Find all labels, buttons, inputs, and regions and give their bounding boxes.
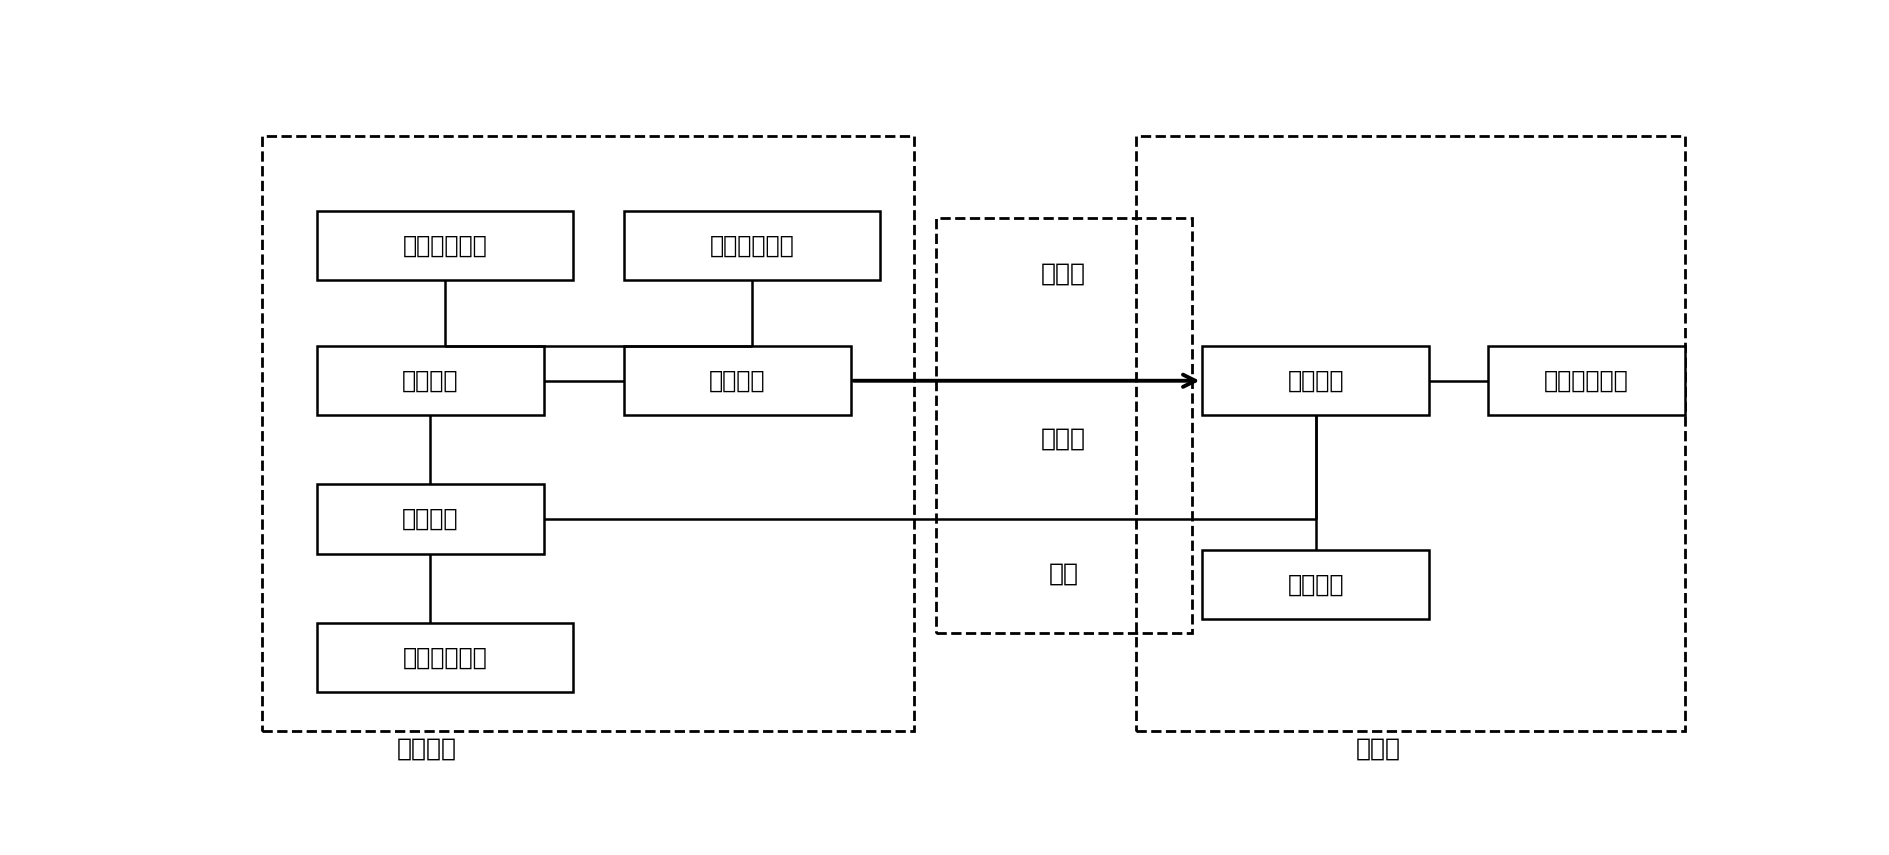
Text: 客户端: 客户端 — [1356, 737, 1400, 761]
Text: 视频流: 视频流 — [1041, 262, 1086, 286]
Text: 发送模块: 发送模块 — [708, 369, 765, 392]
Text: 控制模块: 控制模块 — [402, 507, 459, 531]
Polygon shape — [317, 622, 572, 692]
Text: 本地缓存模块: 本地缓存模块 — [710, 233, 795, 258]
Polygon shape — [1489, 346, 1685, 416]
Text: 编码模块: 编码模块 — [402, 369, 459, 392]
Text: 云台控制单元: 云台控制单元 — [402, 646, 487, 669]
Text: 接收模块: 接收模块 — [1288, 369, 1345, 392]
Polygon shape — [1203, 551, 1430, 619]
Text: 控制流: 控制流 — [1041, 427, 1086, 451]
Text: 解码显示单元: 解码显示单元 — [1545, 369, 1628, 392]
Polygon shape — [317, 346, 544, 416]
Polygon shape — [317, 211, 572, 280]
Text: 服务器端: 服务器端 — [397, 737, 457, 761]
Polygon shape — [623, 346, 852, 416]
Polygon shape — [1203, 346, 1430, 416]
Polygon shape — [623, 211, 880, 280]
Text: 网络: 网络 — [1048, 562, 1079, 586]
Polygon shape — [317, 485, 544, 553]
Text: 用户界面: 用户界面 — [1288, 573, 1345, 597]
Text: 本地回放模块: 本地回放模块 — [402, 233, 487, 258]
